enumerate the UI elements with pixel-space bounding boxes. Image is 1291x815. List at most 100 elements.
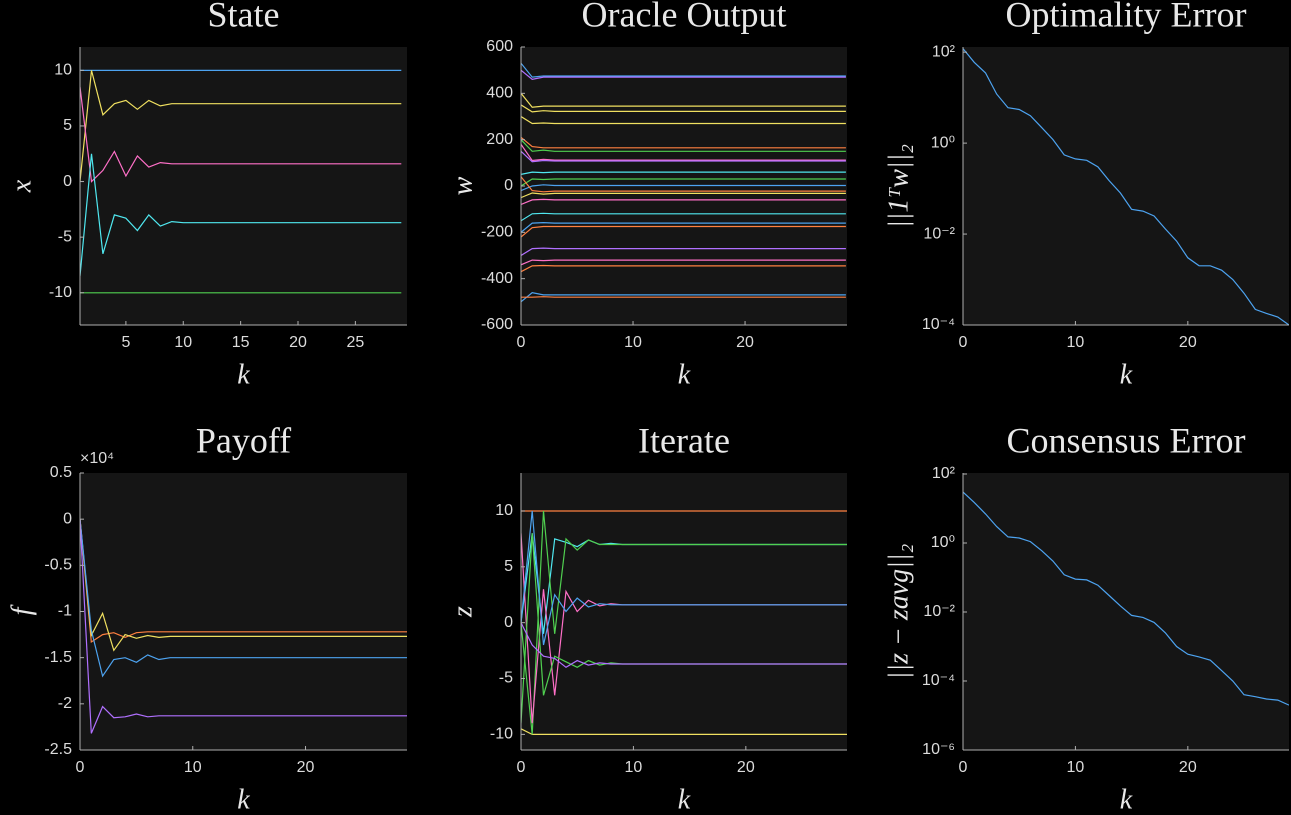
series-line <box>521 178 846 187</box>
axes: 0 10 20 -10 -5 0 5 10 Iterate k z <box>447 420 847 815</box>
y-tick-label: 10² <box>932 465 956 482</box>
series-line <box>521 510 847 646</box>
y-tick-label: 0 <box>63 510 72 527</box>
series-line <box>521 225 846 238</box>
plot-area <box>521 473 847 750</box>
y-tick-label: 200 <box>486 131 513 148</box>
x-tick-label: 20 <box>297 759 315 776</box>
y-tick-label: -600 <box>481 316 513 333</box>
series-line <box>521 136 846 149</box>
y-tick-label: -1.5 <box>44 649 72 666</box>
axes: 0 10 20 -2.5 -2 -1.5 -1 -0.5 0 0.5 Payoff k f ×10⁴ <box>6 420 407 815</box>
y-tick-label: 0 <box>63 173 72 190</box>
y-tick-label: 10 <box>54 62 72 79</box>
series-line <box>80 519 407 652</box>
y-tick-label: -200 <box>481 224 513 241</box>
series-line <box>521 198 846 206</box>
y-axis-label: z <box>447 606 478 618</box>
x-tick-label: 10 <box>174 334 192 351</box>
axes: 0 10 20 10⁻⁴ 10⁻² 10⁰ 10² Optimality Error k ||1ᵀ… <box>883 0 1289 390</box>
series-line <box>521 296 846 298</box>
y-tick-label: -2 <box>58 695 72 712</box>
y-tick-label: 10 <box>495 502 513 519</box>
series-line <box>80 519 407 644</box>
y-tick-label: 10⁻² <box>923 603 955 620</box>
series-line <box>80 70 402 182</box>
series-line <box>521 622 847 669</box>
y-tick-label: -400 <box>481 270 513 287</box>
y-axis-label: f <box>6 604 37 615</box>
y-tick-label: 10² <box>932 43 956 60</box>
y-axis-label: x <box>6 179 37 193</box>
chart-title: Consensus Error <box>1007 420 1246 460</box>
plot-area <box>963 473 1289 750</box>
series-line <box>521 150 846 163</box>
x-axis-label: k <box>237 784 250 815</box>
y-tick-label: 5 <box>504 558 513 575</box>
series-line <box>521 92 846 108</box>
x-tick-label: 0 <box>959 759 968 776</box>
series-line <box>521 115 846 125</box>
plot-area <box>963 47 1289 325</box>
y-axis-label: w <box>447 176 478 195</box>
series-line <box>80 86 402 183</box>
y-tick-label: -2.5 <box>44 741 72 758</box>
axes: 5 10 15 20 25 -10 -5 0 5 10 State k x <box>6 0 407 390</box>
x-tick-label: 10 <box>624 334 642 351</box>
y-tick-label: -10 <box>49 284 72 301</box>
y-tick-label: 0.5 <box>50 464 72 481</box>
series-line <box>521 62 846 78</box>
x-tick-label: 25 <box>346 334 364 351</box>
y-tick-label: 0 <box>504 614 513 631</box>
series-line <box>80 519 407 678</box>
plot-area <box>80 47 407 325</box>
y-axis-label: ||1ᵀw||₂ <box>883 144 914 228</box>
x-tick-label: 20 <box>1179 759 1197 776</box>
series-line <box>521 247 846 257</box>
x-tick-label: 0 <box>517 334 526 351</box>
series-line <box>521 212 846 222</box>
axes: 0 10 20 -600 -400 -200 0 200 400 600 Oracle Output… <box>447 0 847 390</box>
series-line <box>521 176 846 193</box>
series-line <box>521 184 846 192</box>
x-axis-label: k <box>1120 784 1133 815</box>
y-tick-label: -0.5 <box>44 557 72 574</box>
x-tick-label: 10 <box>184 759 202 776</box>
series-line <box>521 104 846 113</box>
x-tick-label: 20 <box>737 759 755 776</box>
x-tick-label: 20 <box>289 334 307 351</box>
series-line <box>963 48 1289 325</box>
y-tick-label: -10 <box>490 726 513 743</box>
y-tick-label: 0 <box>504 177 513 194</box>
x-axis-label: k <box>1120 359 1133 390</box>
x-axis-label: k <box>237 359 250 390</box>
chart-title: Oracle Output <box>582 0 787 34</box>
x-tick-label: 0 <box>517 759 526 776</box>
y-tick-label: -5 <box>499 670 513 687</box>
plot-area <box>80 473 407 750</box>
y-tick-label: 10⁻⁴ <box>922 316 955 333</box>
axes: 0 10 20 10⁻⁶ 10⁻⁴ 10⁻² 10⁰ 10² Consensus Error k |… <box>883 420 1289 815</box>
y-tick-label: -5 <box>58 228 72 245</box>
axis-exponent: ×10⁴ <box>80 450 114 467</box>
y-tick-label: 10⁻⁴ <box>922 672 955 689</box>
x-tick-label: 10 <box>1067 759 1085 776</box>
y-tick-label: 400 <box>486 85 513 102</box>
chart-title: Payoff <box>196 420 291 460</box>
series-line <box>80 519 407 734</box>
y-tick-label: 10⁻² <box>923 225 955 242</box>
y-tick-label: 10⁰ <box>931 134 955 151</box>
chart-title: State <box>208 0 280 34</box>
series-line <box>521 510 847 735</box>
series-line <box>521 291 846 303</box>
x-tick-label: 20 <box>1179 334 1197 351</box>
y-tick-label: 5 <box>63 117 72 134</box>
x-tick-label: 10 <box>625 759 643 776</box>
x-tick-label: 20 <box>736 334 754 351</box>
series-line <box>521 143 846 162</box>
x-tick-label: 5 <box>121 334 130 351</box>
x-tick-label: 10 <box>1067 334 1085 351</box>
y-axis-label: ||z − zavg||₂ <box>883 543 914 679</box>
x-axis-label: k <box>678 784 691 815</box>
